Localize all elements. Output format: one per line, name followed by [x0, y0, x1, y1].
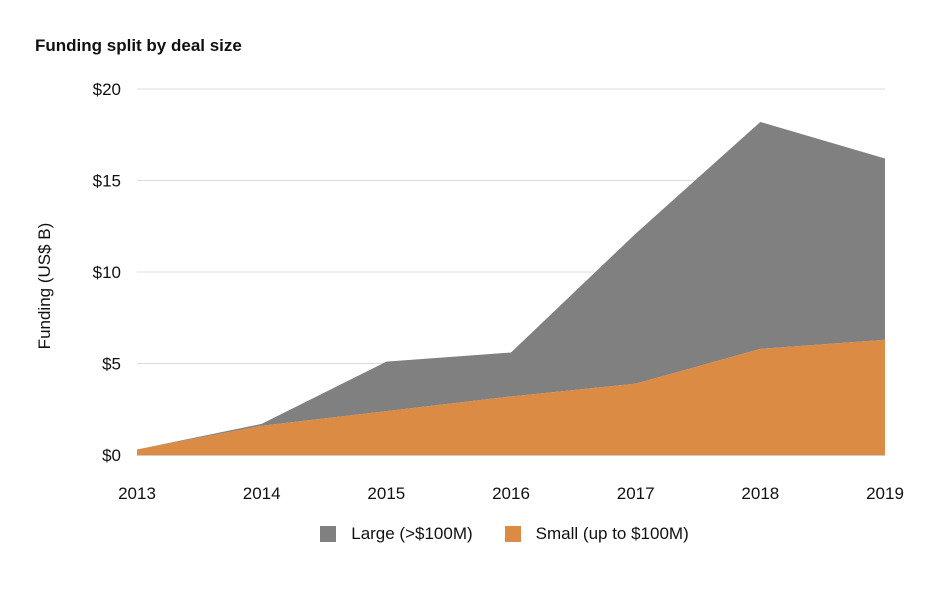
legend-swatch-large: [320, 526, 337, 542]
y-axis-ticks: $0 $5 $10 $15 $20: [93, 80, 121, 465]
y-tick-label: $15: [93, 172, 121, 191]
legend-label-small: Small (up to $100M): [535, 524, 689, 543]
x-axis-ticks: 2013 2014 2015 2016 2017 2018 2019: [118, 484, 904, 503]
x-tick-label: 2014: [243, 484, 281, 503]
series-area-small: [137, 339, 885, 455]
y-tick-label: $0: [102, 446, 121, 465]
legend-item-small: Small (up to $100M): [504, 524, 689, 544]
y-tick-label: $20: [93, 80, 121, 99]
x-tick-label: 2019: [866, 484, 904, 503]
series-area-large: [137, 121, 885, 450]
x-tick-label: 2015: [367, 484, 405, 503]
chart-title: Funding split by deal size: [35, 36, 242, 55]
y-axis-label: Funding (US$ B): [35, 223, 54, 350]
x-tick-label: 2016: [492, 484, 530, 503]
legend-item-large: Large (>$100M): [320, 524, 473, 544]
series-areas: [137, 121, 885, 455]
x-tick-label: 2017: [617, 484, 655, 503]
x-tick-label: 2018: [741, 484, 779, 503]
legend-swatch-small: [504, 526, 521, 542]
x-tick-label: 2013: [118, 484, 156, 503]
y-tick-label: $5: [102, 355, 121, 374]
legend-label-large: Large (>$100M): [351, 524, 473, 543]
legend: Large (>$100M) Small (up to $100M): [0, 524, 934, 544]
y-tick-label: $10: [93, 263, 121, 282]
